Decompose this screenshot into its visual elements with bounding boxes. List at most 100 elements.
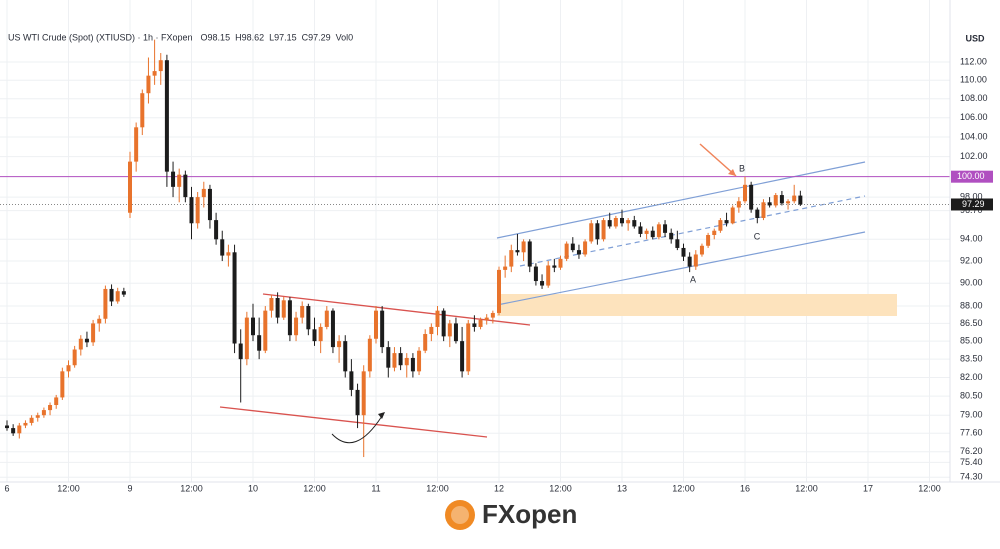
candle-body	[330, 310, 335, 348]
candle-body	[251, 317, 255, 336]
channel-upper	[496, 161, 866, 239]
candle-body	[730, 207, 735, 224]
candle-body	[17, 425, 22, 434]
candle-body	[515, 250, 520, 253]
candle-body	[244, 317, 249, 360]
x-tick-label: 12	[494, 483, 504, 493]
candle-body	[546, 265, 551, 286]
candle-body	[367, 338, 372, 372]
x-tick-label: 11	[371, 483, 380, 493]
arrow-head	[728, 169, 736, 176]
candle-body	[656, 224, 661, 238]
x-tick-label: 6	[4, 483, 9, 493]
candle-body	[318, 326, 323, 342]
ohlc-value: Vol0	[336, 32, 354, 42]
candle-body	[736, 201, 741, 208]
candle-body	[429, 326, 434, 335]
candle-body	[558, 258, 563, 268]
x-tick-label: 12:00	[795, 483, 818, 493]
candle-body	[294, 317, 299, 336]
ohlc-value: H98.62	[235, 32, 264, 42]
candle-body	[201, 188, 206, 198]
x-tick-label: 12:00	[918, 483, 941, 493]
chart-title: US WTI Crude (Spot) (XTIUSD) · 1h · FXop…	[8, 32, 193, 42]
candle-body	[84, 338, 89, 343]
candle-body	[109, 288, 114, 302]
candle-body	[128, 161, 132, 213]
annotation: A	[690, 274, 696, 284]
x-tick-label: 12:00	[303, 483, 326, 493]
candle-body	[773, 195, 778, 206]
candle-body	[220, 239, 225, 256]
candle-body	[417, 350, 422, 372]
candle-body	[214, 220, 219, 240]
candle-body	[490, 312, 495, 318]
x-tick-label: 17	[863, 483, 873, 493]
candle-body	[447, 323, 452, 337]
candle-body	[761, 202, 766, 218]
candle-body	[121, 291, 126, 295]
candle-body	[91, 323, 96, 343]
y-tick-label: 92.00	[960, 255, 983, 265]
candle-body	[527, 241, 532, 267]
y-tick-label: 104.00	[960, 131, 988, 141]
y-tick-label: 76.20	[960, 446, 983, 456]
support-zone	[497, 294, 897, 316]
candle-body	[189, 197, 194, 224]
candle-body	[595, 223, 600, 240]
candle-body	[786, 201, 791, 204]
y-tick-label: 94.00	[960, 234, 983, 244]
candle-body	[626, 220, 631, 224]
candles	[0, 39, 950, 458]
candle-body	[226, 252, 231, 256]
y-tick-label: 102.00	[960, 151, 988, 161]
candle-body	[644, 230, 649, 234]
candle-body	[195, 197, 200, 224]
x-tick-label: 12:00	[549, 483, 572, 493]
candle-body	[576, 250, 581, 255]
y-tick-label: 79.00	[960, 410, 983, 420]
candle-body	[497, 269, 501, 313]
candle-body	[361, 371, 366, 416]
candle-body	[423, 334, 428, 351]
candle-body	[724, 220, 729, 224]
candle-body	[650, 230, 655, 238]
logo-icon	[451, 506, 469, 524]
price-label: 100.00	[957, 171, 985, 181]
candle-body	[140, 93, 145, 128]
candle-body	[41, 410, 46, 416]
candle-body	[72, 349, 77, 366]
candle-body	[583, 241, 588, 255]
y-tick-label: 110.00	[960, 75, 987, 85]
candle-body	[152, 71, 157, 76]
price-label: 97.29	[962, 199, 985, 209]
candle-body	[146, 75, 151, 94]
candle-body	[349, 371, 354, 390]
y-tick-label: 75.40	[960, 457, 983, 467]
candle-body	[300, 306, 305, 318]
candle-body	[287, 300, 292, 336]
candle-body	[669, 232, 674, 240]
curved-arrow	[331, 415, 383, 444]
y-tick-label: 112.00	[960, 56, 987, 66]
currency: USD	[965, 33, 985, 43]
candle-body	[5, 425, 9, 429]
candle-body	[570, 243, 575, 251]
candle-body	[564, 243, 569, 259]
annotation: B	[739, 163, 745, 173]
candle-body	[601, 220, 606, 240]
candle-body	[743, 184, 747, 202]
candle-body	[48, 405, 53, 411]
candle-body	[312, 329, 317, 342]
candle-body	[638, 226, 643, 234]
candle-body	[404, 357, 409, 366]
price-label-box	[951, 170, 993, 183]
candle-body	[97, 318, 102, 324]
candle-body	[607, 220, 612, 227]
candle-body	[503, 266, 508, 270]
x-tick-label: 16	[740, 483, 750, 493]
candle-body	[324, 310, 329, 327]
candle-body	[257, 335, 262, 351]
candle-body	[460, 341, 465, 372]
candle-body	[269, 298, 274, 311]
